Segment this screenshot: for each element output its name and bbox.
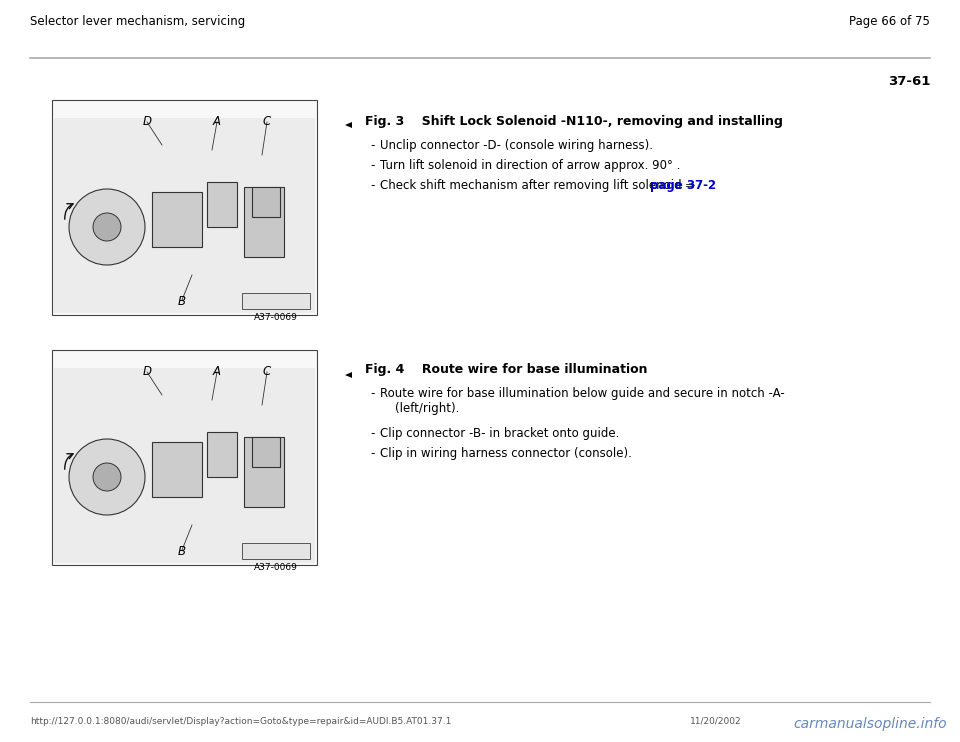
Text: -: - xyxy=(370,447,374,460)
Text: -: - xyxy=(370,159,374,172)
Bar xyxy=(152,192,202,247)
Text: Selector lever mechanism, servicing: Selector lever mechanism, servicing xyxy=(30,15,245,28)
Text: Fig. 4    Route wire for base illumination: Fig. 4 Route wire for base illumination xyxy=(365,363,647,376)
Bar xyxy=(152,442,202,497)
Text: C: C xyxy=(263,115,271,128)
Text: D: D xyxy=(142,115,152,128)
Text: D: D xyxy=(142,365,152,378)
Text: -: - xyxy=(370,179,374,192)
Polygon shape xyxy=(345,122,352,128)
Bar xyxy=(52,100,317,315)
Text: Clip connector -B- in bracket onto guide.: Clip connector -B- in bracket onto guide… xyxy=(380,427,619,440)
Text: B: B xyxy=(178,545,186,558)
Text: -: - xyxy=(370,387,374,400)
Text: page 37-2: page 37-2 xyxy=(650,179,716,192)
Circle shape xyxy=(93,213,121,241)
Text: Clip in wiring harness connector (console).: Clip in wiring harness connector (consol… xyxy=(380,447,632,460)
Text: A37-0069: A37-0069 xyxy=(254,312,298,321)
Bar xyxy=(207,182,237,227)
Text: B: B xyxy=(178,295,186,308)
Text: Fig. 3    Shift Lock Solenoid -N110-, removing and installing: Fig. 3 Shift Lock Solenoid -N110-, remov… xyxy=(365,115,782,128)
Text: Route wire for base illumination below guide and secure in notch -A-
    (left/r: Route wire for base illumination below g… xyxy=(380,387,784,415)
Bar xyxy=(252,187,280,217)
Circle shape xyxy=(93,463,121,491)
Bar xyxy=(52,350,317,565)
Bar xyxy=(207,432,237,477)
Bar xyxy=(54,368,315,563)
Bar xyxy=(244,187,284,257)
Bar xyxy=(242,543,310,559)
Text: Turn lift solenoid in direction of arrow approx. 90° .: Turn lift solenoid in direction of arrow… xyxy=(380,159,681,172)
Bar xyxy=(54,118,315,313)
Bar xyxy=(244,437,284,507)
Text: 11/20/2002: 11/20/2002 xyxy=(690,717,742,726)
Circle shape xyxy=(69,189,145,265)
Text: A: A xyxy=(213,365,221,378)
Text: A: A xyxy=(213,115,221,128)
Text: carmanualsopline.info: carmanualsopline.info xyxy=(793,717,947,731)
Text: http://127.0.0.1:8080/audi/servlet/Display?action=Goto&type=repair&id=AUDI.B5.AT: http://127.0.0.1:8080/audi/servlet/Displ… xyxy=(30,717,451,726)
Text: Check shift mechanism after removing lift solenoid ⇒: Check shift mechanism after removing lif… xyxy=(380,179,699,192)
Circle shape xyxy=(69,439,145,515)
Polygon shape xyxy=(345,372,352,378)
Text: -: - xyxy=(370,139,374,152)
Bar xyxy=(252,437,280,467)
Text: 37-61: 37-61 xyxy=(888,75,930,88)
Text: Unclip connector -D- (console wiring harness).: Unclip connector -D- (console wiring har… xyxy=(380,139,653,152)
Text: Page 66 of 75: Page 66 of 75 xyxy=(850,15,930,28)
Text: -: - xyxy=(370,427,374,440)
Text: A37-0069: A37-0069 xyxy=(254,562,298,571)
Bar xyxy=(242,293,310,309)
Text: C: C xyxy=(263,365,271,378)
